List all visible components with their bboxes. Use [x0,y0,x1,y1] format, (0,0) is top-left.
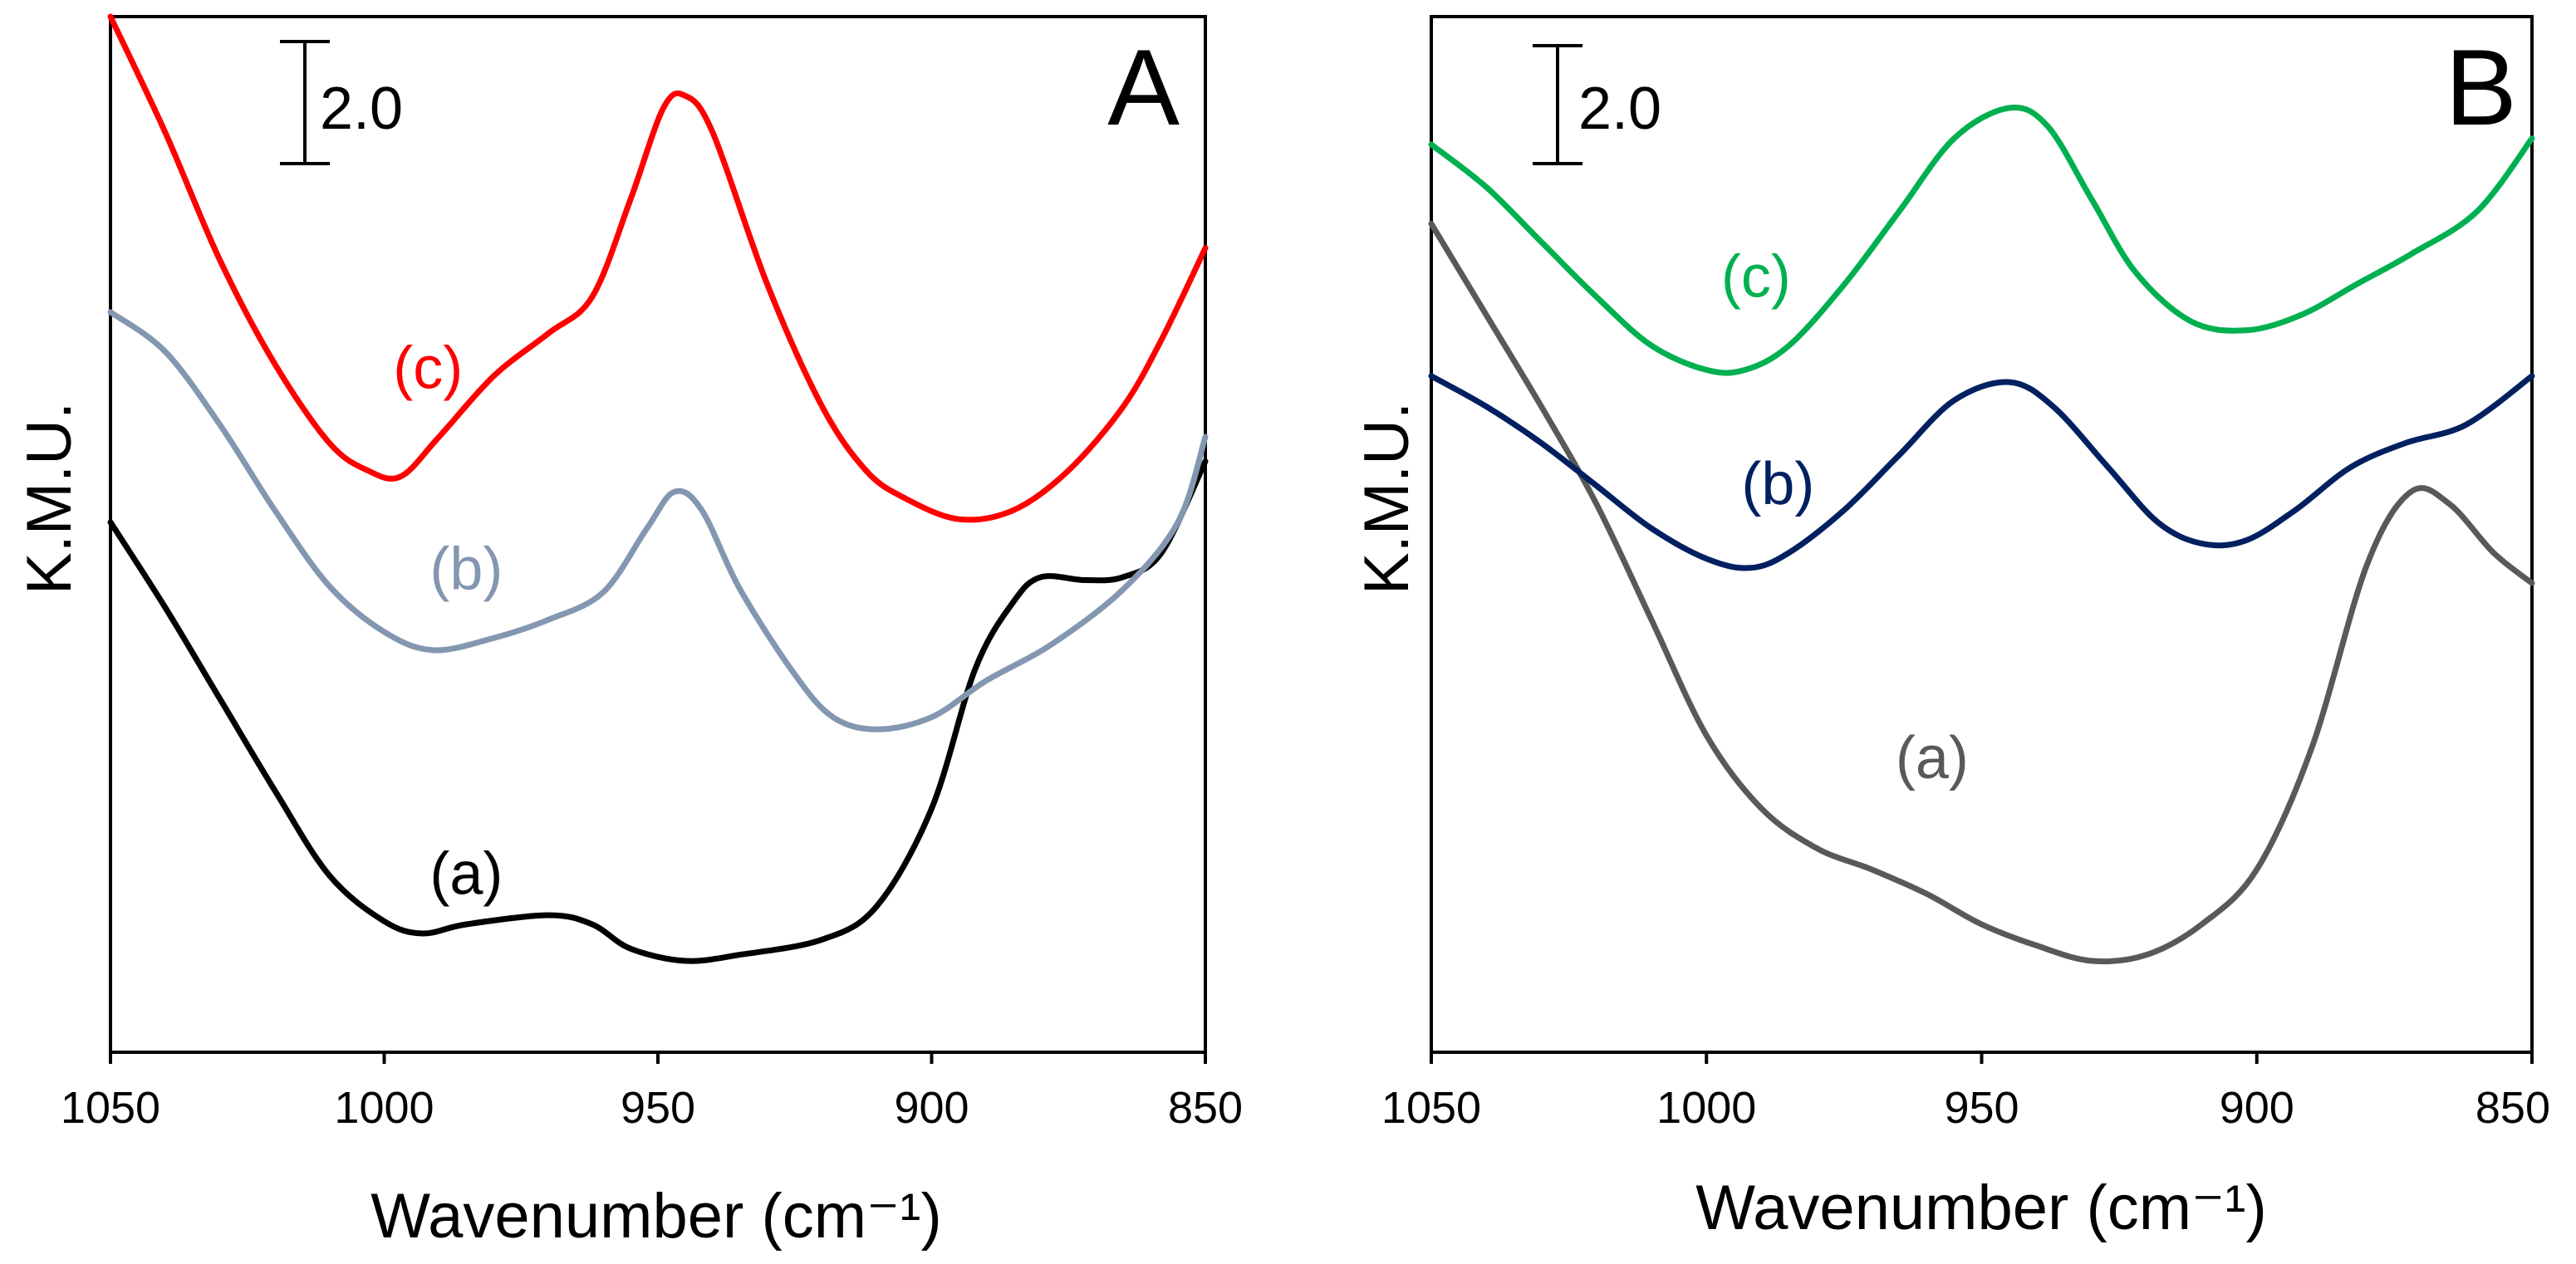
x-ticks-a: 1050 1000 950 900 850 [61,1052,1243,1133]
x-tick-label: 850 [1168,1083,1243,1133]
series-line-b-c [1428,105,2535,376]
series-layer-b: (c) (b) (a) [1428,105,2535,965]
x-tick-label: 900 [894,1083,969,1133]
y-axis-label-a: K.M.U. [14,402,85,595]
scale-bar-label-a: 2.0 [320,76,403,142]
x-tick-label: 1050 [1381,1083,1481,1133]
y-axis-label-b: K.M.U. [1352,402,1422,595]
series-line-b-a [1428,220,2535,965]
series-line-a-c [107,13,1209,523]
x-axis-label-a: Wavenumber (cm⁻¹) [370,1181,942,1252]
series-label-b-b: (b) [1741,451,1814,517]
series-label-b-a: (a) [1896,725,1969,791]
series-line-b-b [1428,373,2535,571]
scale-bar-a: 2.0 [280,40,403,165]
x-axis-label-b: Wavenumber (cm⁻¹) [1695,1173,2267,1243]
panel-label-a: A [1107,27,1180,148]
panel-b: (c) (b) (a) 1050 1000 950 900 850 2.0 B Wavenu… [1352,15,2550,1243]
x-tick-label: 950 [621,1083,695,1133]
series-layer-a: (c) (b) (a) [107,13,1209,964]
x-tick-label: 850 [2475,1083,2550,1133]
x-tick-label: 1000 [334,1083,434,1133]
panel-label-b: B [2445,27,2517,148]
x-tick-label: 1000 [1656,1083,1756,1133]
x-tick-label: 900 [2220,1083,2294,1133]
series-line-a-a [107,458,1209,964]
series-label-a-a: (a) [429,840,503,907]
scale-bar-b: 2.0 [1533,44,1661,165]
series-label-a-b: (b) [429,536,503,603]
x-tick-label: 1050 [61,1083,160,1133]
plot-frame-b [1430,15,2534,1054]
x-tick-label: 950 [1944,1083,2019,1133]
panel-a: (c) (b) (a) 1050 1000 950 900 850 2.0 A Wavenu… [14,13,1243,1252]
series-label-b-c: (c) [1721,243,1791,310]
x-ticks-b: 1050 1000 950 900 850 [1381,1052,2550,1133]
plot-frame-a [109,15,1207,1054]
scale-bar-label-b: 2.0 [1578,76,1661,142]
series-line-a-b [107,309,1209,732]
series-label-a-c: (c) [393,335,463,401]
